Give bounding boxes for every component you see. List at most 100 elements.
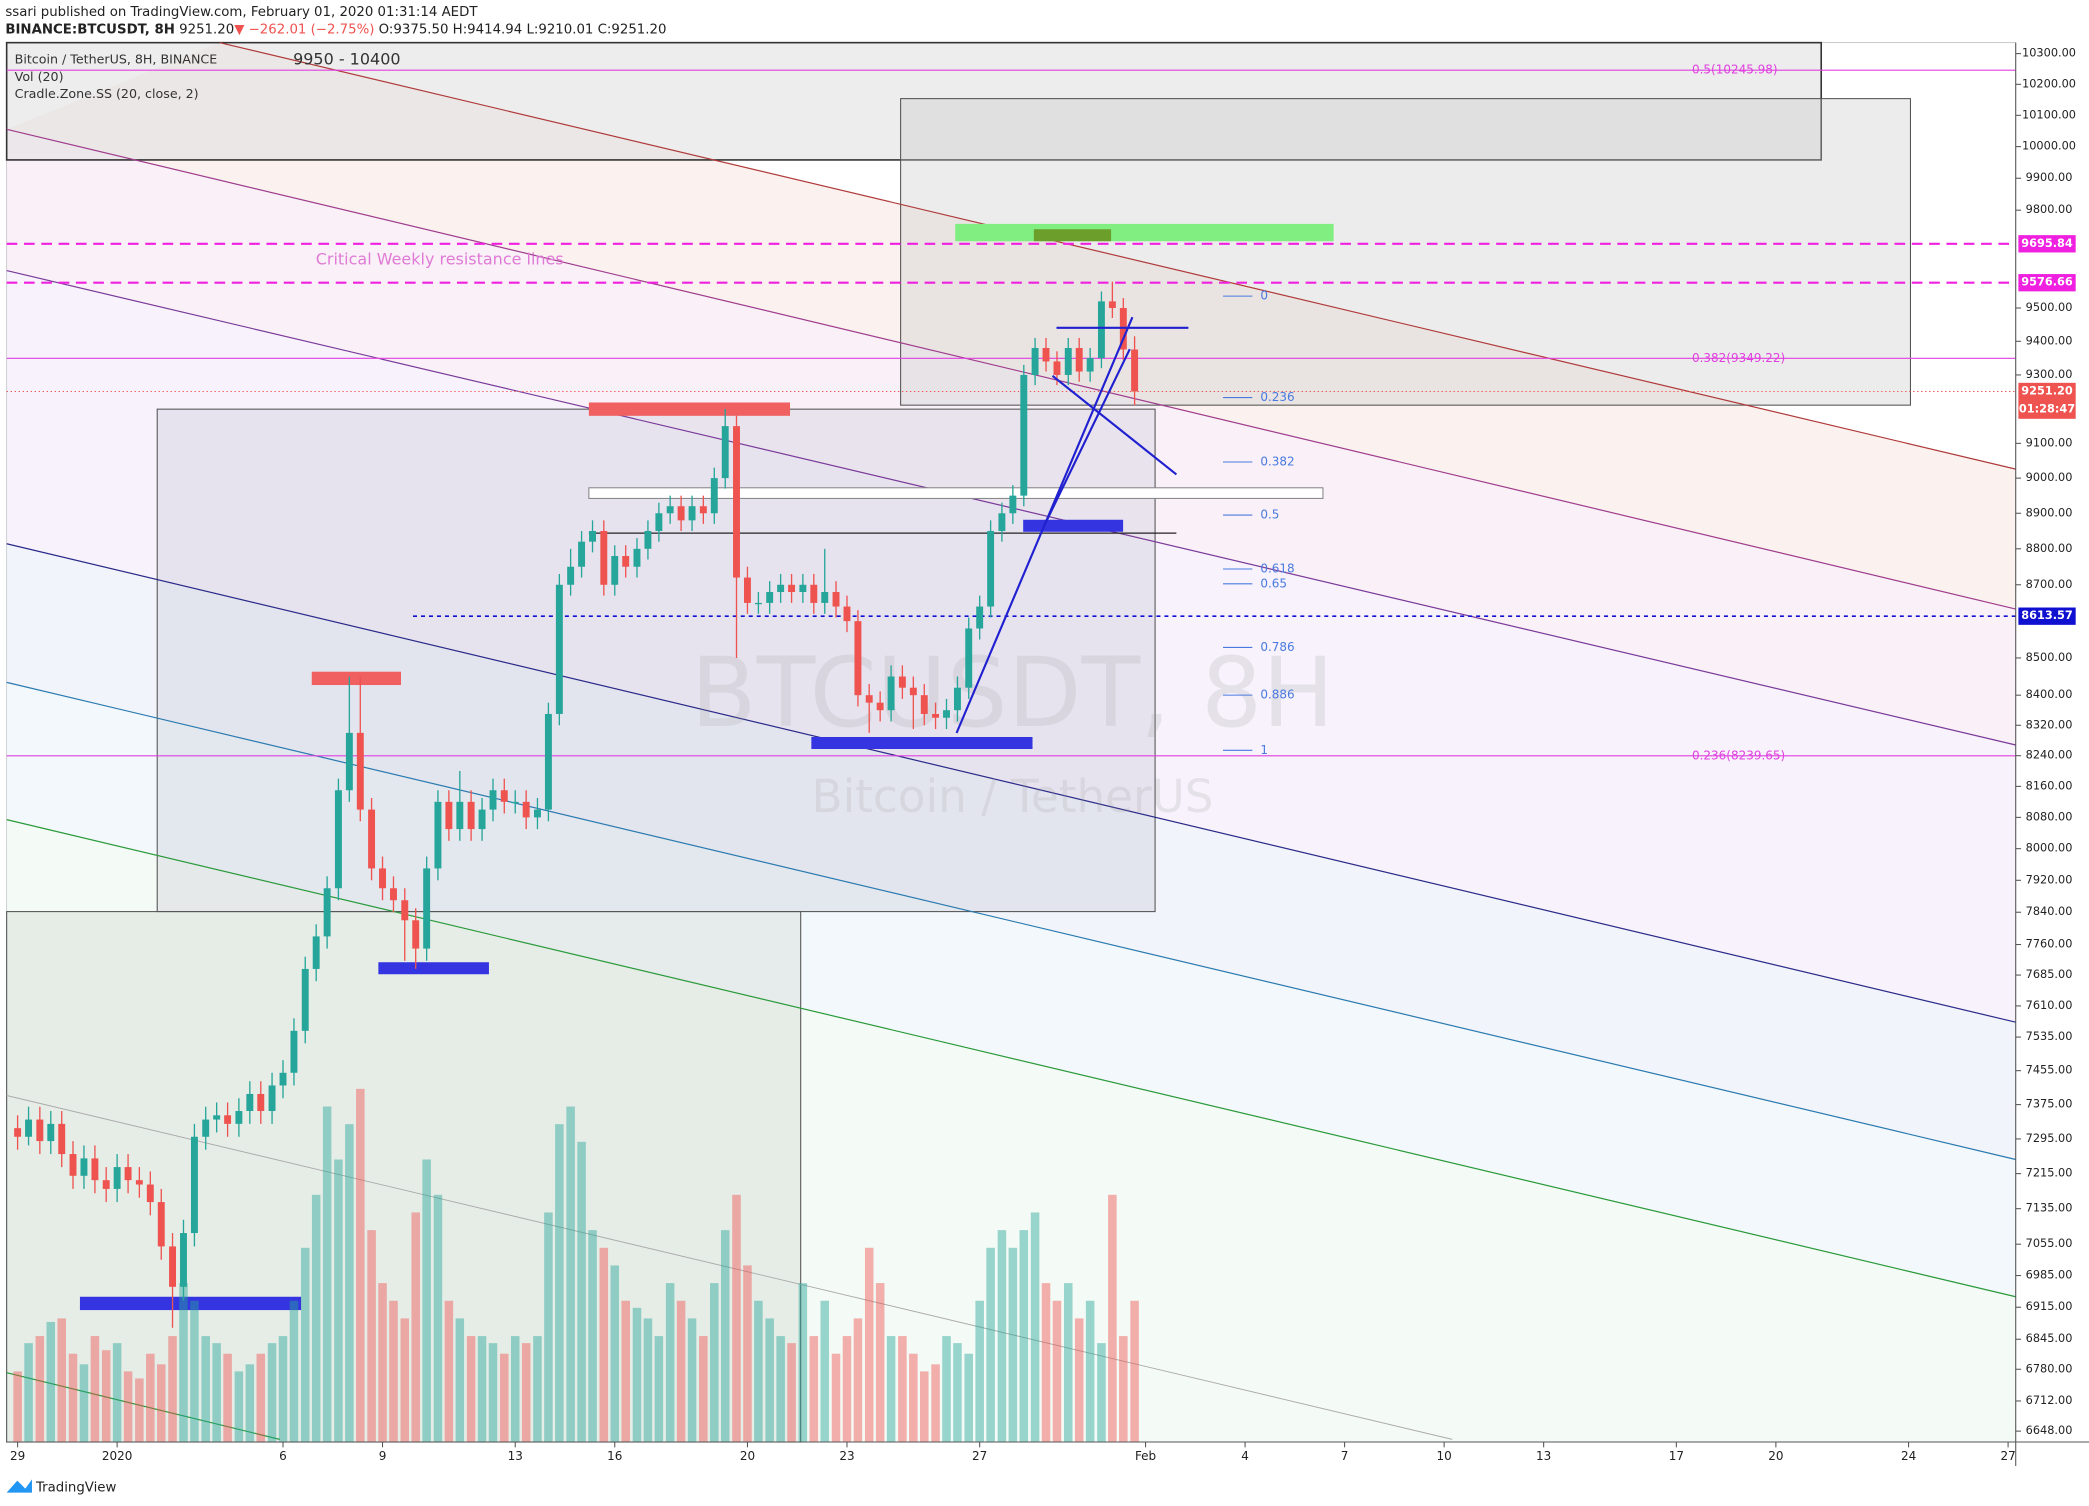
candle-body: [655, 513, 663, 531]
candle-body: [1097, 301, 1105, 359]
candle-body: [1108, 301, 1116, 309]
fib-level-label: 0.618: [1260, 561, 1294, 575]
candle-body: [567, 566, 575, 585]
candle-body: [235, 1111, 243, 1124]
candle-body: [379, 868, 386, 889]
y-tick-label: 10300.00: [2022, 46, 2076, 60]
candle-body: [644, 530, 652, 549]
volume-bar: [798, 1283, 808, 1443]
x-tick-label: 27: [972, 1449, 987, 1463]
volume-bar: [710, 1283, 719, 1443]
candle-body: [135, 1180, 143, 1185]
price-tag: [2018, 382, 2076, 419]
candle-body: [976, 606, 984, 629]
y-tick-label: 8080.00: [2026, 809, 2073, 823]
volume-bar: [245, 1364, 255, 1443]
volume-bar: [179, 1283, 188, 1443]
volume-bar: [256, 1353, 266, 1443]
axes: 9695.84 9576.66 8613.57 9251.20 01:28:47 1030…: [10, 46, 2076, 1464]
volume-bar: [444, 1300, 454, 1443]
y-tick-label: 9300.00: [2026, 367, 2073, 381]
y-tick-label: 6780.00: [2026, 1361, 2073, 1375]
supply-bar: [311, 671, 402, 686]
volume-bar: [732, 1194, 741, 1443]
candle-body: [533, 809, 541, 818]
candle-body: [1064, 347, 1072, 375]
volume-bar: [433, 1194, 443, 1443]
channel-fill: [6, 543, 2016, 1160]
volume-bar: [156, 1364, 166, 1443]
candle-body: [213, 1115, 221, 1120]
candle-body: [58, 1123, 66, 1155]
trend-line: [1044, 348, 1131, 523]
volume-bar: [1041, 1283, 1051, 1443]
volume-bar: [687, 1318, 697, 1443]
candle-body: [1042, 347, 1050, 362]
channel-fill: [6, 270, 2016, 1023]
supply-bar: [588, 402, 791, 416]
volume-bar: [112, 1343, 122, 1443]
volume-bar: [24, 1343, 33, 1443]
candle-body: [965, 628, 973, 688]
volume-bar: [1008, 1247, 1018, 1443]
y-tick-label: 9500.00: [2026, 300, 2073, 314]
y-tick-label: 6985.00: [2026, 1268, 2073, 1282]
y-tick-label: 7295.00: [2026, 1131, 2073, 1145]
channel-line: [6, 1095, 1453, 1440]
y-tick-label: 7215.00: [2026, 1166, 2073, 1180]
candle-body: [146, 1184, 154, 1203]
candle-body: [102, 1180, 110, 1189]
price-tag: [2018, 235, 2076, 253]
candle-body: [401, 900, 409, 921]
volume-bar: [101, 1350, 111, 1443]
candle-body: [1075, 347, 1083, 372]
change: ▼ −262.01 (−2.75%): [234, 22, 374, 37]
volume-bar: [267, 1343, 277, 1443]
volume-bar: [123, 1371, 133, 1443]
volume-bar: [1085, 1300, 1095, 1443]
candle-body: [478, 809, 486, 830]
volume-bar: [676, 1300, 686, 1443]
volume-bar: [964, 1353, 973, 1443]
volume-bar: [278, 1336, 288, 1443]
ohlc: O:9375.50 H:9414.94 L:9210.01 C:9251.20: [379, 22, 667, 37]
legend-item: Vol (20): [15, 69, 64, 84]
candle-body: [544, 713, 552, 810]
y-tick-label: 6712.00: [2026, 1393, 2073, 1407]
volume-bar: [521, 1343, 531, 1443]
channel-fill: [6, 682, 2016, 1297]
y-tick-label: 8160.00: [2026, 778, 2073, 792]
fib-level-label: 0.236: [1260, 390, 1294, 404]
volume-bar: [743, 1265, 752, 1443]
volume-bar: [322, 1106, 332, 1443]
candle-body: [1031, 347, 1039, 375]
y-tick-label: 10100.00: [2022, 107, 2076, 121]
candle-body: [312, 936, 320, 969]
candle-body: [1053, 361, 1061, 375]
price-axis: [2015, 42, 2089, 1443]
fib-level-label: 0.65: [1260, 576, 1287, 590]
candle-body: [622, 555, 630, 567]
y-tick-label: 8700.00: [2026, 577, 2073, 591]
volume-bar: [699, 1336, 708, 1443]
candle-body: [91, 1158, 99, 1181]
volume-bar: [345, 1124, 354, 1443]
channel-fill: [6, 42, 2016, 610]
y-tick-label: 9000.00: [2026, 470, 2073, 484]
y-tick-label: 9900.00: [2026, 170, 2073, 184]
candle-body: [390, 888, 397, 901]
watermark: Bitcoin / TetherUS: [812, 770, 1214, 823]
fib-line-label: 0.5(10245.98): [1692, 63, 1778, 77]
price-tag-label: 9251.20: [2021, 383, 2073, 397]
volume-bar: [389, 1300, 398, 1443]
demand-bar: [1023, 519, 1124, 532]
candle-body: [47, 1123, 55, 1142]
volume-bar: [223, 1353, 232, 1443]
candle-body: [69, 1154, 77, 1176]
x-tick-label: 20: [740, 1449, 755, 1463]
candle-body: [489, 790, 497, 810]
candle-body: [522, 801, 530, 818]
volume-bar: [754, 1300, 763, 1443]
plot-area: 9950 - 10400 Critical Weekly resistance …: [5, 41, 2017, 1443]
volume-bar: [599, 1247, 609, 1443]
